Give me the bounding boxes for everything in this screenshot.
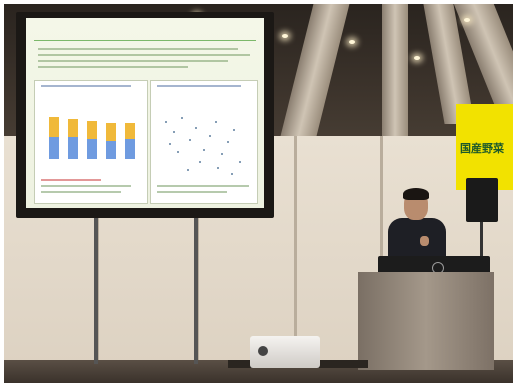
scatter-point bbox=[187, 169, 189, 171]
slide-scatter-panel bbox=[150, 80, 258, 204]
event-photo: 国産野菜 bbox=[4, 4, 513, 383]
presenter-hair bbox=[403, 188, 429, 200]
scatter-point bbox=[221, 153, 223, 155]
chart-caption bbox=[41, 85, 131, 87]
ceiling-light bbox=[464, 18, 470, 22]
scatter-point bbox=[215, 121, 217, 123]
scatter-point bbox=[203, 149, 205, 151]
chart-caption bbox=[157, 85, 241, 87]
scatter-point bbox=[169, 143, 171, 145]
chart-bar-segment bbox=[106, 141, 116, 159]
chart-bar-segment bbox=[87, 139, 97, 159]
ceiling-light bbox=[282, 34, 288, 38]
scatter-point bbox=[217, 167, 219, 169]
chart-bar-segment bbox=[49, 137, 59, 159]
projection-screen bbox=[16, 12, 274, 218]
event-sign: 国産野菜 bbox=[456, 104, 513, 190]
scatter-point bbox=[227, 141, 229, 143]
ceiling-column bbox=[382, 4, 408, 144]
chart-bar-segment bbox=[68, 119, 78, 137]
scatter-point bbox=[173, 131, 175, 133]
scatter-point bbox=[199, 161, 201, 163]
chart-bar-segment bbox=[125, 139, 135, 159]
chart-note bbox=[41, 179, 101, 181]
slide-bar-chart-panel bbox=[34, 80, 148, 204]
chart-note bbox=[157, 185, 249, 187]
chart-bar-segment bbox=[106, 123, 116, 141]
presentation-slide bbox=[26, 18, 264, 208]
chart-bar-segment bbox=[68, 137, 78, 159]
wall-seam bbox=[380, 136, 383, 364]
screen-stand bbox=[94, 218, 98, 364]
wall-seam bbox=[294, 136, 297, 364]
scatter-point bbox=[195, 127, 197, 129]
presenter-hand bbox=[420, 236, 429, 246]
slide-text-line bbox=[38, 66, 188, 68]
chart-bar-segment bbox=[125, 123, 135, 139]
chart-note bbox=[41, 191, 121, 193]
screen-stand bbox=[194, 218, 198, 364]
slide-text-line bbox=[38, 60, 228, 62]
chart-bar-segment bbox=[49, 117, 59, 137]
slide-text-line bbox=[38, 48, 238, 50]
scatter-point bbox=[177, 151, 179, 153]
ceiling-light bbox=[414, 56, 420, 60]
loudspeaker bbox=[466, 178, 498, 222]
slide-title-rule bbox=[34, 40, 256, 41]
chart-note bbox=[157, 191, 227, 193]
scatter-point bbox=[189, 139, 191, 141]
scatter-point bbox=[233, 129, 235, 131]
scatter-point bbox=[239, 161, 241, 163]
scatter-point bbox=[209, 135, 211, 137]
scatter-point bbox=[165, 121, 167, 123]
sign-text: 国産野菜 bbox=[460, 142, 504, 155]
ceiling-light bbox=[349, 40, 355, 44]
projector-lens bbox=[258, 346, 268, 356]
scatter-point bbox=[231, 173, 233, 175]
chart-note bbox=[41, 185, 131, 187]
slide-text-line bbox=[38, 54, 250, 56]
chart-bar-segment bbox=[87, 121, 97, 139]
scatter-point bbox=[181, 117, 183, 119]
podium bbox=[358, 272, 494, 370]
